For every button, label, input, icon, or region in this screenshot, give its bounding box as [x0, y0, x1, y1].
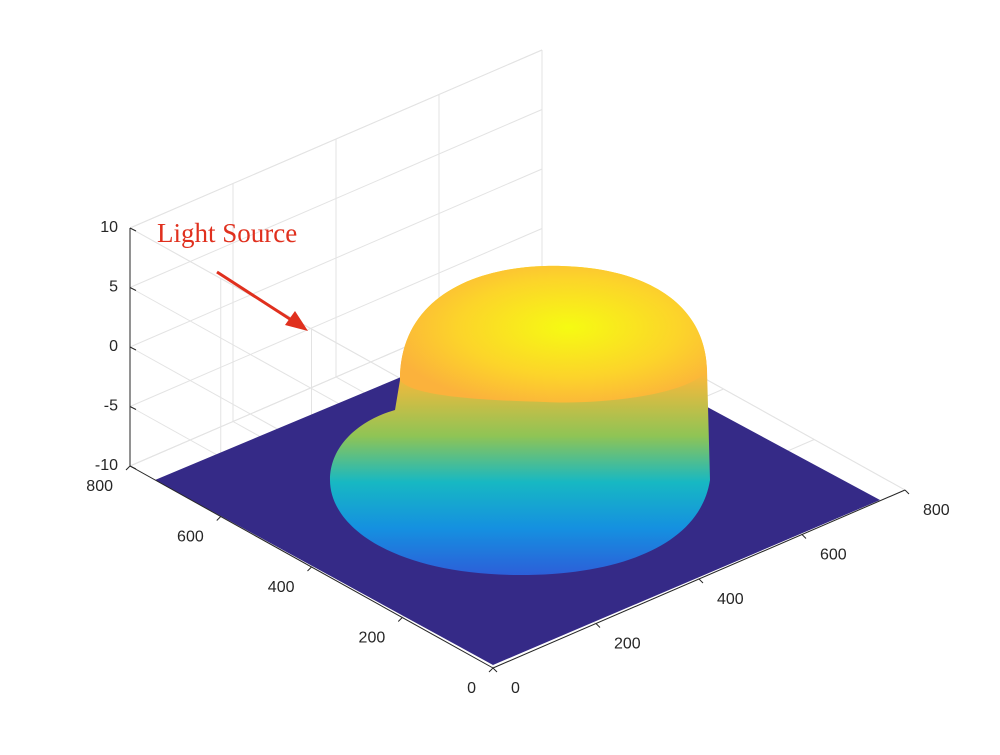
- z-tick-label: -10: [95, 457, 118, 474]
- x-tick: [904, 489, 910, 495]
- y-tick-label: 400: [268, 579, 295, 596]
- x-tick: [698, 578, 704, 584]
- annotation: Light Source: [157, 218, 297, 248]
- x-tick: [801, 534, 807, 539]
- x-tick: [595, 623, 601, 628]
- x-tick-label: 800: [923, 502, 950, 519]
- z-tick: [129, 287, 137, 291]
- z-tick: [129, 465, 137, 470]
- y-tick: [125, 465, 131, 471]
- y-tick-label: 200: [359, 630, 386, 647]
- annotation-arrowhead: [285, 311, 308, 331]
- annotation-arrow: [216, 270, 297, 325]
- z-tick: [129, 406, 137, 410]
- z-tick-label: 10: [100, 219, 118, 236]
- x-tick-label: 400: [717, 591, 744, 608]
- y-tick: [307, 566, 312, 572]
- surface-cap: [400, 265, 707, 403]
- z-tick-label: 5: [109, 279, 118, 296]
- y-tick: [488, 667, 494, 673]
- y-tick-label: 600: [177, 529, 204, 546]
- axis-layer: 0 200 400 600 800 0 200 400 600 800 -10 -5 0 5 10: [86, 219, 950, 697]
- y-tick-label: 800: [86, 478, 113, 495]
- x-tick-label: 0: [511, 680, 520, 697]
- x-tick: [492, 667, 498, 673]
- z-tick: [129, 346, 137, 351]
- z-tick-label: 0: [109, 338, 118, 355]
- z-tick: [129, 227, 137, 232]
- y-tick-label: 0: [467, 680, 476, 697]
- x-tick-label: 200: [614, 636, 641, 653]
- x-tick-label: 600: [820, 547, 847, 564]
- y-tick: [216, 516, 222, 521]
- z-tick-label: -5: [104, 398, 118, 415]
- y-tick: [397, 617, 403, 622]
